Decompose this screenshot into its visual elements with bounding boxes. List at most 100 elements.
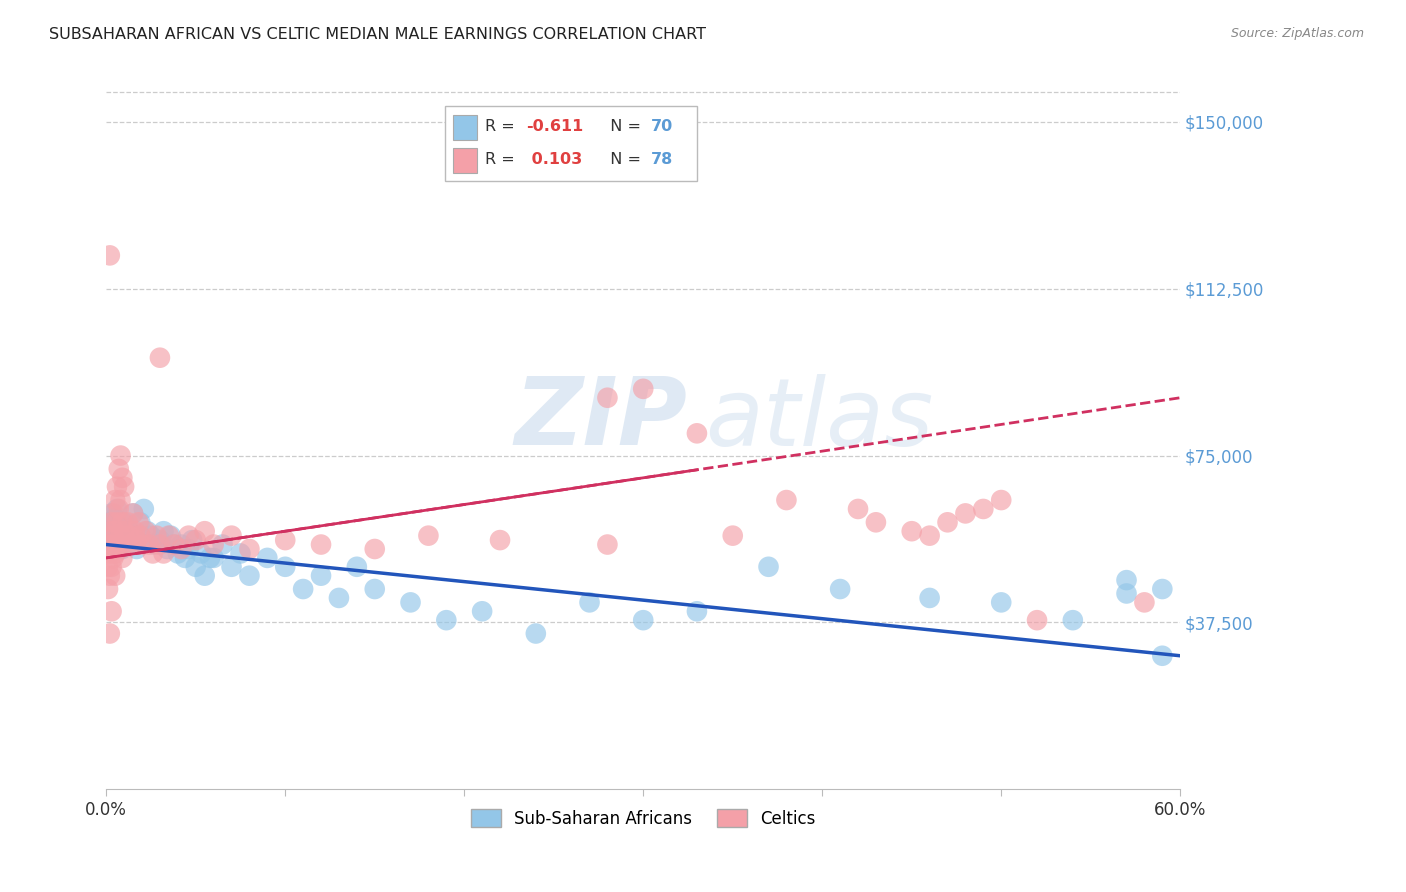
Text: 0.103: 0.103 — [526, 153, 582, 167]
Point — [238, 541, 260, 556]
Point — [143, 537, 166, 551]
Point — [198, 550, 221, 565]
Point — [132, 502, 155, 516]
Point — [631, 382, 654, 396]
Text: N =: N = — [600, 153, 647, 167]
Point — [105, 516, 128, 530]
Point — [110, 520, 132, 534]
Text: atlas: atlas — [706, 374, 934, 465]
Point — [98, 524, 121, 539]
Point — [194, 568, 217, 582]
Point — [1133, 595, 1156, 609]
Point — [117, 537, 139, 551]
Point — [221, 529, 243, 543]
Point — [104, 546, 127, 560]
Point — [97, 537, 120, 551]
Point — [97, 582, 120, 596]
Point — [177, 541, 200, 556]
Point — [110, 493, 132, 508]
Point — [159, 529, 181, 543]
Point — [111, 516, 134, 530]
Point — [955, 507, 977, 521]
Point — [103, 529, 125, 543]
Text: -0.611: -0.611 — [526, 120, 583, 135]
Point — [149, 533, 172, 547]
Point — [721, 529, 744, 543]
Point — [163, 537, 186, 551]
Point — [309, 568, 332, 582]
Point — [229, 546, 252, 560]
Point — [830, 582, 852, 596]
Point — [124, 524, 146, 539]
Point — [107, 502, 129, 516]
Point — [138, 537, 160, 551]
Point — [328, 591, 350, 605]
Point — [111, 471, 134, 485]
Point — [122, 507, 145, 521]
Point — [107, 462, 129, 476]
Point — [202, 550, 225, 565]
Point — [103, 507, 125, 521]
Point — [846, 502, 869, 516]
Point — [346, 559, 368, 574]
Point — [990, 595, 1012, 609]
Point — [1152, 648, 1174, 663]
Point — [125, 533, 148, 547]
Point — [135, 524, 157, 539]
Point — [163, 537, 186, 551]
Point — [104, 568, 127, 582]
Point — [100, 533, 122, 547]
Point — [221, 559, 243, 574]
Point — [129, 529, 152, 543]
Point — [578, 595, 600, 609]
Point — [105, 537, 128, 551]
Point — [107, 537, 129, 551]
Point — [124, 533, 146, 547]
Point — [142, 546, 165, 560]
Point — [190, 546, 212, 560]
Point — [166, 546, 188, 560]
Point — [127, 516, 149, 530]
Point — [184, 533, 207, 547]
Point — [686, 426, 709, 441]
Point — [118, 529, 141, 543]
Point — [238, 568, 260, 582]
Point — [918, 529, 941, 543]
Point — [98, 248, 121, 262]
Point — [100, 604, 122, 618]
Point — [122, 507, 145, 521]
Text: R =: R = — [485, 120, 520, 135]
Point — [110, 529, 132, 543]
Point — [177, 529, 200, 543]
Point — [103, 529, 125, 543]
Point — [115, 537, 138, 551]
Point — [596, 537, 619, 551]
Point — [865, 516, 887, 530]
Point — [103, 550, 125, 565]
Point — [364, 541, 387, 556]
Point — [107, 541, 129, 556]
Point — [136, 524, 159, 539]
Point — [139, 529, 162, 543]
Text: 78: 78 — [651, 153, 673, 167]
Point — [98, 626, 121, 640]
Point — [686, 604, 709, 618]
Point — [112, 480, 135, 494]
Point — [145, 529, 167, 543]
Point — [292, 582, 315, 596]
FancyBboxPatch shape — [444, 106, 697, 181]
Point — [110, 449, 132, 463]
Point — [118, 524, 141, 539]
Point — [152, 546, 174, 560]
Point — [596, 391, 619, 405]
Point — [104, 493, 127, 508]
Text: 70: 70 — [651, 120, 673, 135]
Legend: Sub-Saharan Africans, Celtics: Sub-Saharan Africans, Celtics — [464, 803, 823, 834]
Point — [471, 604, 494, 618]
Point — [1026, 613, 1049, 627]
Point — [111, 550, 134, 565]
Point — [117, 516, 139, 530]
Point — [100, 559, 122, 574]
Point — [120, 537, 142, 551]
Point — [100, 516, 122, 530]
